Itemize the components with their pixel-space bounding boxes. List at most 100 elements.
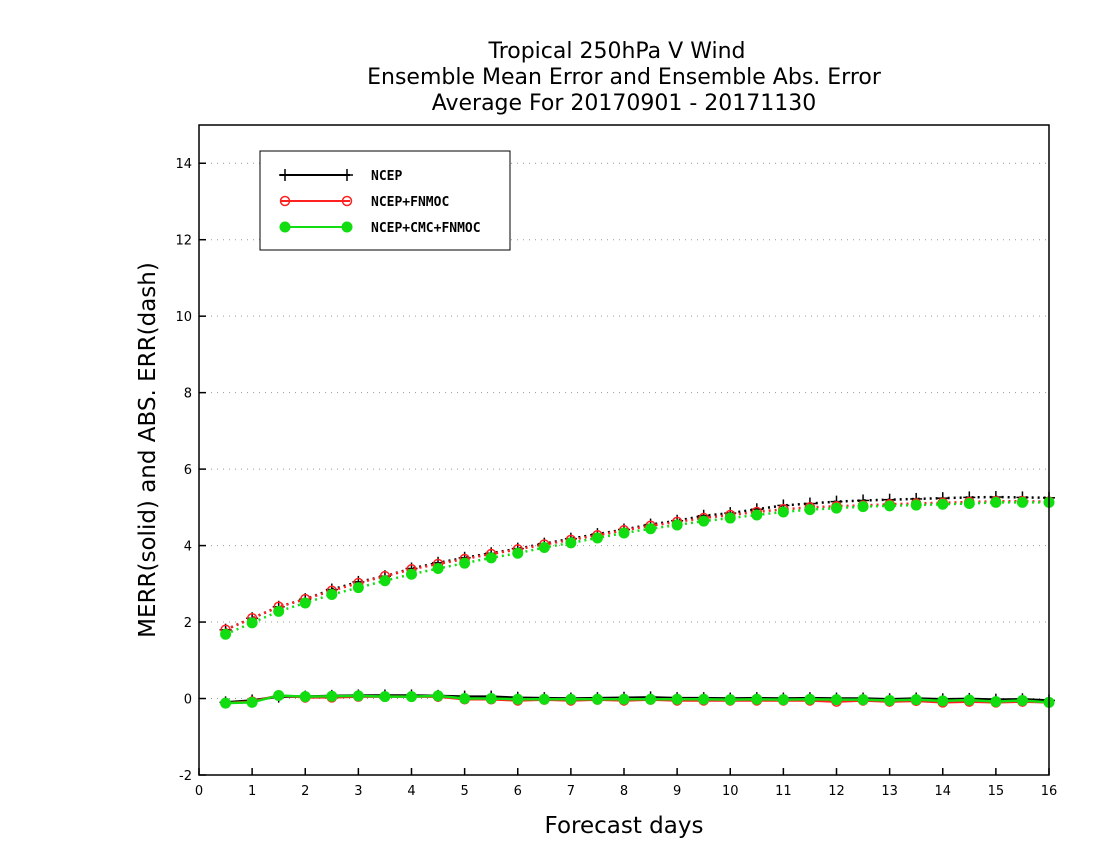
- abs-err-point-ncep-cmc-fnmoc: [804, 504, 816, 516]
- merr-point-ncep-cmc-fnmoc: [246, 696, 258, 708]
- abs-err-point-ncep-cmc-fnmoc: [246, 617, 258, 629]
- merr-point-ncep-cmc-fnmoc: [804, 693, 816, 705]
- x-tick-label: 10: [722, 784, 739, 799]
- merr-point-ncep-cmc-fnmoc: [857, 694, 869, 706]
- abs-err-point-ncep-cmc-fnmoc: [432, 563, 444, 575]
- series-layer: [219, 491, 1055, 709]
- y-tick-label: 0: [184, 693, 192, 708]
- x-tick-label: 4: [407, 784, 415, 799]
- merr-point-ncep-cmc-fnmoc: [698, 693, 710, 705]
- chart-title-line-1: Tropical 250hPa V Wind: [487, 39, 745, 64]
- x-axis-label: Forecast days: [545, 813, 704, 839]
- x-tick-label: 7: [567, 784, 575, 799]
- abs-err-point-ncep-cmc-fnmoc: [777, 506, 789, 518]
- abs-err-point-ncep-cmc-fnmoc: [1016, 496, 1028, 508]
- abs-err-point-ncep-cmc-fnmoc: [724, 512, 736, 524]
- abs-err-point-ncep-cmc-fnmoc: [963, 498, 975, 510]
- y-tick-label: 2: [184, 616, 192, 631]
- x-tick-label: 0: [195, 784, 203, 799]
- abs-err-point-ncep-cmc-fnmoc: [459, 557, 471, 569]
- abs-err-line-ncep-fnmoc: [225, 499, 1050, 631]
- legend-marker-end-ncep-cmc-fnmoc: [341, 221, 353, 233]
- merr-point-ncep-cmc-fnmoc: [459, 693, 471, 705]
- x-tick-label: 1: [248, 784, 256, 799]
- abs-err-point-ncep-cmc-fnmoc: [273, 605, 285, 617]
- merr-point-ncep-cmc-fnmoc: [220, 697, 232, 709]
- x-tick-label: 16: [1041, 784, 1058, 799]
- legend-marker-start-ncep-fnmoc: [279, 195, 291, 207]
- abs-err-point-ncep-cmc-fnmoc: [618, 527, 630, 539]
- merr-point-ncep-cmc-fnmoc: [591, 693, 603, 705]
- abs-err-point-ncep-cmc-fnmoc: [990, 496, 1002, 508]
- y-tick-label: -2: [179, 769, 192, 784]
- x-tick-label: 6: [514, 784, 522, 799]
- abs-err-point-ncep-cmc-fnmoc: [698, 515, 710, 527]
- merr-point-ncep-cmc-fnmoc: [512, 693, 524, 705]
- abs-err-point-ncep-cmc-fnmoc: [299, 597, 311, 609]
- merr-point-ncep-cmc-fnmoc: [352, 690, 364, 702]
- x-tick-label: 9: [673, 784, 681, 799]
- y-tick-label: 10: [175, 310, 192, 325]
- merr-point-ncep-cmc-fnmoc: [671, 693, 683, 705]
- y-tick-label: 6: [184, 463, 192, 478]
- y-tick-label: 4: [184, 540, 192, 555]
- merr-point-ncep-cmc-fnmoc: [1016, 694, 1028, 706]
- abs-err-point-ncep-cmc-fnmoc: [538, 542, 550, 553]
- legend-label-ncep: NCEP: [371, 169, 402, 184]
- merr-point-ncep-cmc-fnmoc: [432, 690, 444, 702]
- legend-label-ncep-fnmoc: NCEP+FNMOC: [371, 195, 449, 210]
- x-tick-label: 8: [620, 784, 628, 799]
- merr-point-ncep-cmc-fnmoc: [273, 689, 285, 701]
- legend-label-ncep-cmc-fnmoc: NCEP+CMC+FNMOC: [371, 221, 481, 236]
- merr-point-ncep-cmc-fnmoc: [645, 693, 657, 705]
- chart-title-line-2: Ensemble Mean Error and Ensemble Abs. Er…: [367, 65, 882, 90]
- legend-marker-start-ncep-cmc-fnmoc: [279, 221, 291, 233]
- merr-point-ncep-cmc-fnmoc: [831, 694, 842, 706]
- abs-err-line-ncep-cmc-fnmoc: [225, 501, 1049, 636]
- abs-err-point-ncep-cmc-fnmoc: [565, 537, 577, 549]
- abs-err-point-ncep-cmc-fnmoc: [937, 498, 949, 510]
- legend: NCEP NCEP+FNMOC NCEP+CMC+FNMOC: [259, 150, 511, 251]
- y-axis-label: MERR(solid) and ABS. ERR(dash): [135, 262, 161, 638]
- abs-err-point-ncep-cmc-fnmoc: [220, 628, 232, 640]
- abs-err-point-ncep-cmc-fnmoc: [884, 500, 896, 512]
- merr-point-ncep-cmc-fnmoc: [990, 696, 1002, 708]
- legend-marker-end-ncep-fnmoc: [341, 195, 353, 207]
- merr-point-ncep-cmc-fnmoc: [724, 694, 736, 706]
- abs-err-point-ncep-cmc-fnmoc: [857, 501, 869, 513]
- merr-point-ncep-cmc-fnmoc: [565, 693, 577, 705]
- merr-point-ncep-cmc-fnmoc: [379, 691, 391, 703]
- abs-err-point-ncep-cmc-fnmoc: [379, 575, 391, 587]
- abs-err-line-ncep: [225, 495, 1050, 631]
- merr-point-ncep-cmc-fnmoc: [910, 694, 922, 706]
- abs-err-point-ncep-cmc-fnmoc: [910, 499, 922, 511]
- abs-err-point-ncep-cmc-fnmoc: [751, 509, 763, 521]
- x-tick-label: 12: [828, 784, 845, 799]
- abs-err-point-ncep-cmc-fnmoc: [352, 582, 364, 594]
- y-tick-label: 14: [175, 157, 192, 172]
- abs-err-point-ncep-cmc-fnmoc: [831, 502, 842, 514]
- merr-point-ncep-cmc-fnmoc: [751, 693, 763, 705]
- y-tick-label: 12: [175, 234, 192, 249]
- chart-title-line-3: Average For 20170901 - 20171130: [432, 91, 817, 116]
- merr-point-ncep-cmc-fnmoc: [406, 691, 417, 703]
- abs-err-point-ncep-cmc-fnmoc: [485, 552, 497, 564]
- merr-point-ncep-cmc-fnmoc: [618, 693, 630, 705]
- legend-marker-end-ncep: [341, 169, 353, 181]
- merr-point-ncep-cmc-fnmoc: [326, 690, 338, 702]
- merr-point-ncep-cmc-fnmoc: [963, 694, 975, 706]
- merr-point-ncep-cmc-fnmoc: [485, 693, 497, 705]
- x-tick-label: 3: [354, 784, 362, 799]
- x-tick-label: 11: [775, 784, 792, 799]
- x-tick-label: 13: [881, 784, 898, 799]
- y-tick-label: 8: [184, 387, 192, 402]
- abs-err-point-ncep-cmc-fnmoc: [326, 589, 338, 601]
- legend-marker-start-ncep: [279, 169, 291, 181]
- merr-point-ncep-cmc-fnmoc: [777, 694, 789, 706]
- x-tick-label: 14: [934, 784, 951, 799]
- x-tick-label: 2: [301, 784, 309, 799]
- x-tick-label: 15: [988, 784, 1005, 799]
- abs-err-point-ncep-cmc-fnmoc: [645, 523, 657, 535]
